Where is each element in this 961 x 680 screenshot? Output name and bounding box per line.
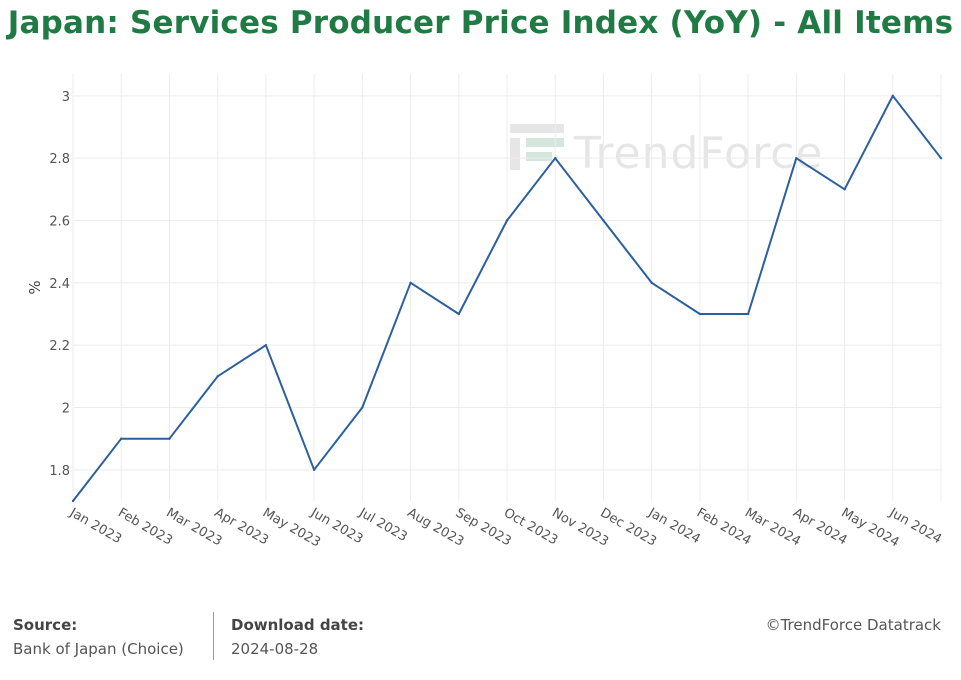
- download-date-value: 2024-08-28: [231, 640, 319, 658]
- data-point[interactable]: [409, 281, 412, 285]
- data-point[interactable]: [843, 188, 846, 191]
- y-tick-label: 3: [62, 90, 70, 105]
- data-point[interactable]: [698, 312, 702, 316]
- data-point[interactable]: [312, 468, 316, 472]
- source-label: Source:: [13, 616, 78, 634]
- trendforce-watermark: TrendForce: [510, 124, 823, 179]
- x-tick-label: Jan 2023: [66, 505, 124, 547]
- y-tick-label: 2: [62, 401, 70, 416]
- data-point[interactable]: [602, 219, 605, 222]
- data-point[interactable]: [264, 343, 268, 347]
- chart-area: TrendForce 1.8 2 2.2 2.4 2.6 2.8 3 Jan 2023 Feb…: [0, 60, 961, 600]
- y-axis-label: %: [26, 280, 44, 294]
- data-point[interactable]: [746, 312, 750, 316]
- footer: Source: Bank of Japan (Choice) Download …: [0, 606, 961, 666]
- data-point[interactable]: [939, 156, 943, 160]
- data-point[interactable]: [71, 499, 75, 503]
- data-point[interactable]: [505, 219, 509, 222]
- trendforce-logo-icon: [510, 124, 564, 170]
- y-tick-label: 2.2: [49, 339, 70, 354]
- chart-title: Japan: Services Producer Price Index (Yo…: [7, 5, 954, 41]
- data-point[interactable]: [891, 94, 894, 98]
- data-point[interactable]: [361, 406, 364, 409]
- y-tick-label: 2.8: [49, 152, 70, 167]
- data-point[interactable]: [457, 312, 460, 316]
- data-point[interactable]: [650, 281, 653, 285]
- data-point[interactable]: [120, 437, 123, 440]
- data-point[interactable]: [168, 437, 171, 440]
- data-point[interactable]: [216, 375, 219, 378]
- x-tick-label: Feb 2024: [694, 505, 754, 548]
- copyright-text: ©TrendForce Datatrack: [765, 616, 941, 634]
- y-tick-label: 1.8: [49, 464, 70, 479]
- source-value: Bank of Japan (Choice): [13, 640, 184, 658]
- x-tick-label: Feb 2023: [115, 505, 175, 548]
- x-tick-label: Jul 2023: [355, 505, 409, 545]
- watermark-text: TrendForce: [573, 128, 823, 179]
- footer-divider: [213, 612, 214, 660]
- data-point[interactable]: [554, 156, 557, 160]
- y-tick-label: 2.4: [49, 277, 70, 292]
- y-tick-label: 2.6: [49, 214, 70, 229]
- download-date-label: Download date:: [231, 616, 365, 634]
- data-point[interactable]: [795, 156, 798, 160]
- line-chart: TrendForce 1.822.22.42.62.83 Jan 2023Feb…: [26, 74, 944, 551]
